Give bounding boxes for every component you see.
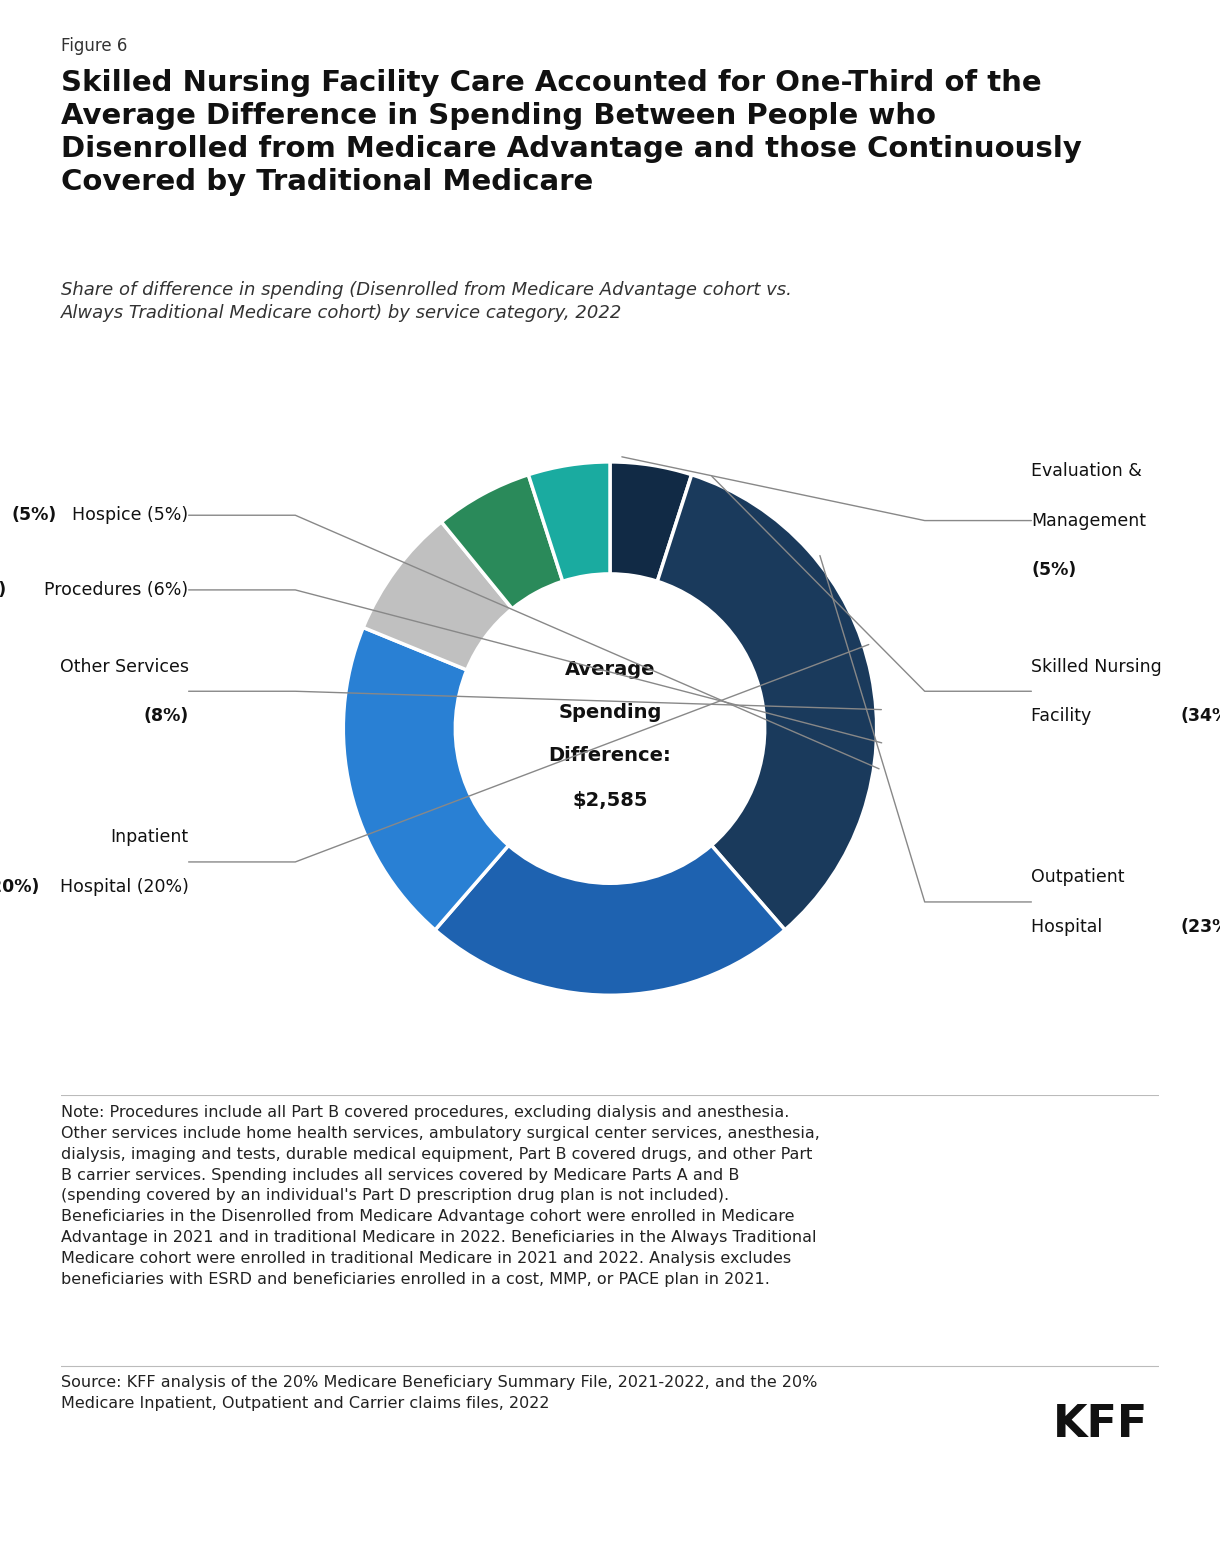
Text: (34%): (34%) [1180,706,1220,725]
Wedge shape [364,521,512,669]
Text: Note: Procedures include all Part B covered procedures, excluding dialysis and a: Note: Procedures include all Part B cove… [61,1106,820,1286]
Text: Source: KFF analysis of the 20% Medicare Beneficiary Summary File, 2021-2022, an: Source: KFF analysis of the 20% Medicare… [61,1375,817,1411]
Wedge shape [610,463,692,581]
Text: Figure 6: Figure 6 [61,37,127,56]
Text: (6%): (6%) [0,581,7,598]
Text: Average: Average [565,660,655,680]
Text: (8%): (8%) [144,706,189,725]
Text: KFF: KFF [1053,1403,1148,1446]
Text: Skilled Nursing: Skilled Nursing [1031,657,1163,675]
Text: Management: Management [1031,512,1147,529]
Text: Procedures (6%): Procedures (6%) [44,581,189,598]
Text: Other Services: Other Services [60,657,189,675]
Text: (5%): (5%) [1031,561,1076,578]
Text: Evaluation &: Evaluation & [1031,463,1142,480]
Text: Inpatient: Inpatient [111,828,189,847]
Wedge shape [436,845,784,995]
Text: Difference:: Difference: [549,746,671,765]
Wedge shape [343,628,509,930]
Wedge shape [658,475,877,930]
Text: (5%): (5%) [11,506,56,524]
Text: Hospice (5%): Hospice (5%) [72,506,189,524]
Text: Facility: Facility [1031,706,1097,725]
Text: Share of difference in spending (Disenrolled from Medicare Advantage cohort vs.
: Share of difference in spending (Disenro… [61,281,792,322]
Text: Skilled Nursing Facility Care Accounted for One-Third of the
Average Difference : Skilled Nursing Facility Care Accounted … [61,69,1082,196]
Wedge shape [442,475,562,609]
Text: Hospital (20%): Hospital (20%) [60,877,189,896]
Text: Outpatient: Outpatient [1031,868,1125,887]
Text: Spending: Spending [559,703,661,722]
Text: (23%): (23%) [1180,917,1220,936]
Text: Hospital: Hospital [1031,917,1108,936]
Text: $2,585: $2,585 [572,791,648,810]
Wedge shape [528,463,610,581]
Text: (20%): (20%) [0,877,40,896]
